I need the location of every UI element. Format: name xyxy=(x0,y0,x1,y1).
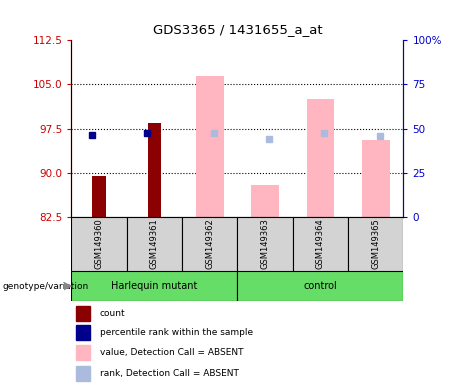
Bar xyxy=(182,217,237,271)
Bar xyxy=(76,366,89,381)
Bar xyxy=(71,271,237,301)
Text: GSM149361: GSM149361 xyxy=(150,218,159,269)
Bar xyxy=(127,217,182,271)
Text: rank, Detection Call = ABSENT: rank, Detection Call = ABSENT xyxy=(100,369,239,378)
Bar xyxy=(196,76,224,217)
Text: GSM149364: GSM149364 xyxy=(316,218,325,269)
Bar xyxy=(71,217,127,271)
Bar xyxy=(92,176,106,217)
Title: GDS3365 / 1431655_a_at: GDS3365 / 1431655_a_at xyxy=(153,23,322,36)
Bar xyxy=(76,306,89,321)
Bar xyxy=(293,217,348,271)
Text: GSM149363: GSM149363 xyxy=(260,218,270,269)
Text: value, Detection Call = ABSENT: value, Detection Call = ABSENT xyxy=(100,348,243,357)
Text: genotype/variation: genotype/variation xyxy=(2,281,89,291)
Bar xyxy=(237,271,403,301)
Text: GSM149360: GSM149360 xyxy=(95,218,104,269)
Text: GSM149365: GSM149365 xyxy=(371,218,380,269)
Bar xyxy=(362,141,390,217)
Bar xyxy=(76,325,89,340)
Bar xyxy=(348,217,403,271)
Text: GSM149362: GSM149362 xyxy=(205,218,214,269)
Text: ▶: ▶ xyxy=(64,281,72,291)
Bar xyxy=(76,345,89,360)
Text: count: count xyxy=(100,310,125,318)
Text: Harlequin mutant: Harlequin mutant xyxy=(111,281,198,291)
Text: percentile rank within the sample: percentile rank within the sample xyxy=(100,328,253,337)
Text: control: control xyxy=(303,281,337,291)
Bar xyxy=(237,217,293,271)
Bar xyxy=(307,99,334,217)
Bar xyxy=(251,185,279,217)
Bar xyxy=(148,123,161,217)
